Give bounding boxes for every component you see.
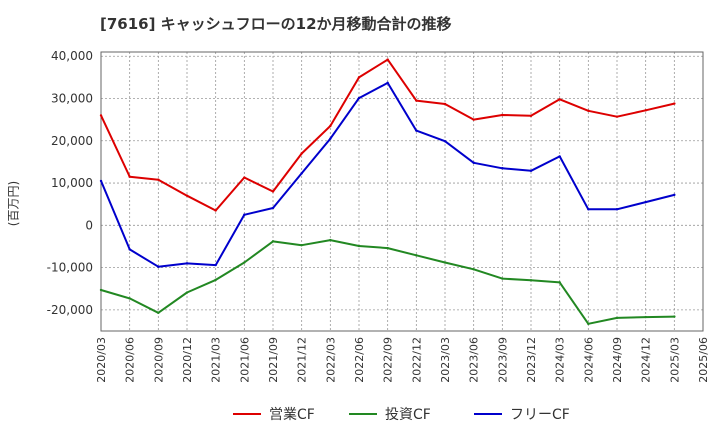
data-point <box>673 315 676 318</box>
data-point <box>271 190 275 193</box>
data-point <box>472 118 475 121</box>
x-tick-label: 2025/03 <box>668 337 681 383</box>
data-point <box>558 281 561 284</box>
x-tick-label: 2022/03 <box>324 337 337 383</box>
data-point <box>443 261 447 264</box>
data-point <box>673 193 676 197</box>
x-tick-label: 2020/06 <box>124 337 137 383</box>
y-tick-label: -20,000 <box>47 303 93 317</box>
x-tick-label: 2020/12 <box>181 337 194 383</box>
data-point <box>386 58 389 61</box>
data-point <box>472 268 475 271</box>
data-point <box>615 316 619 320</box>
data-point <box>271 206 275 210</box>
legend-label-2: 投資CF <box>385 407 431 423</box>
y-tick-label: 40,000 <box>51 49 93 63</box>
data-point <box>243 261 246 264</box>
x-tick-label: 2021/09 <box>267 337 280 383</box>
chart-title: [7616] キャッシュフローの12か月移動合計の推移 <box>100 15 452 33</box>
data-point <box>587 109 590 112</box>
y-tick-label: 0 <box>85 218 93 232</box>
data-point <box>415 254 418 257</box>
y-tick-label: 30,000 <box>51 92 93 106</box>
x-tick-label: 2023/03 <box>439 337 452 383</box>
data-point <box>300 172 303 175</box>
data-point <box>329 124 332 128</box>
data-point <box>157 311 160 315</box>
x-tick-label: 2022/06 <box>353 337 366 383</box>
data-point <box>128 248 131 251</box>
legend-label-1: 営業CF <box>269 407 315 423</box>
data-point <box>300 152 303 155</box>
data-point <box>558 155 561 158</box>
y-tick-label: 20,000 <box>51 134 93 148</box>
data-point <box>529 279 533 282</box>
data-point <box>558 98 561 101</box>
y-tick-label: -10,000 <box>47 261 93 275</box>
x-tick-label: 2024/12 <box>640 337 653 383</box>
data-point <box>214 278 217 282</box>
x-tick-label: 2025/06 <box>697 337 710 383</box>
x-tick-label: 2022/09 <box>382 337 395 383</box>
data-point <box>99 114 103 117</box>
data-point <box>300 243 303 247</box>
data-point <box>157 265 160 268</box>
data-point <box>443 139 447 143</box>
x-tick-label: 2024/03 <box>554 337 567 383</box>
data-point <box>415 99 418 102</box>
data-point <box>357 76 361 79</box>
plot-area <box>101 52 703 331</box>
x-tick-label: 2020/09 <box>152 337 165 383</box>
x-tick-label: 2023/12 <box>525 337 538 383</box>
data-point <box>128 175 131 178</box>
x-tick-label: 2021/12 <box>296 337 309 383</box>
legend-label-3: フリーCF <box>510 407 570 423</box>
data-point <box>99 179 103 183</box>
data-point <box>271 240 275 243</box>
data-point <box>644 200 647 204</box>
data-point <box>243 176 246 179</box>
x-tick-label: 2021/03 <box>210 337 223 383</box>
data-point <box>185 262 189 265</box>
data-point <box>357 96 361 100</box>
data-point <box>329 137 332 140</box>
data-point <box>644 315 647 319</box>
data-point <box>501 113 504 117</box>
data-point <box>214 263 217 267</box>
data-point <box>587 322 590 326</box>
data-point <box>529 114 533 118</box>
data-point <box>615 115 619 118</box>
data-point <box>501 167 504 170</box>
data-point <box>128 297 131 300</box>
data-point <box>329 238 332 242</box>
y-tick-label: 10,000 <box>51 176 93 190</box>
x-tick-label: 2021/06 <box>238 337 251 383</box>
data-point <box>415 129 418 132</box>
data-point <box>243 213 246 216</box>
data-point <box>357 244 361 248</box>
data-point <box>99 288 103 292</box>
data-point <box>615 208 619 211</box>
data-point <box>529 169 533 172</box>
data-point <box>185 194 189 197</box>
x-tick-label: 2024/09 <box>611 337 624 383</box>
data-point <box>501 277 504 280</box>
plot-frame <box>100 51 704 332</box>
x-tick-label: 2023/06 <box>468 337 481 383</box>
data-point <box>386 81 389 85</box>
data-point <box>587 208 590 211</box>
x-tick-label: 2024/06 <box>582 337 595 383</box>
data-point <box>472 161 475 164</box>
x-tick-label: 2022/12 <box>410 337 423 383</box>
data-point <box>673 102 676 105</box>
data-point <box>157 178 160 181</box>
x-tick-label: 2023/09 <box>496 337 509 383</box>
x-tick-label: 2020/03 <box>95 337 108 383</box>
data-point <box>214 209 217 212</box>
data-point <box>443 102 447 106</box>
data-point <box>386 246 389 250</box>
data-point <box>644 109 647 112</box>
data-point <box>185 291 189 294</box>
